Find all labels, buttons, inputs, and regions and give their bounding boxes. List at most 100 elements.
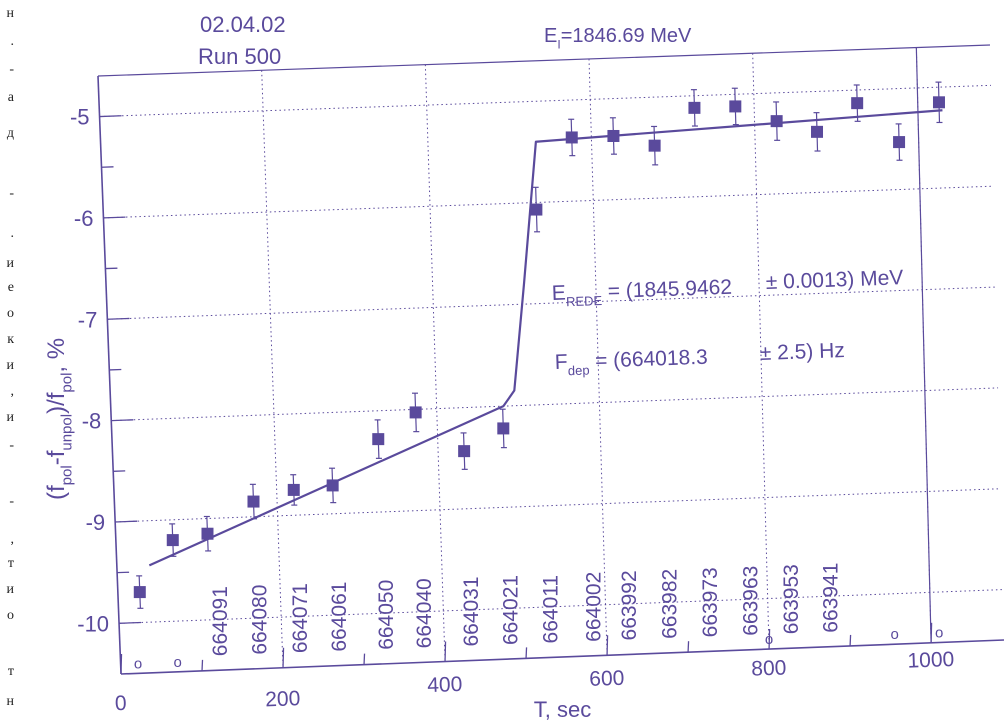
label-part: (f xyxy=(43,485,70,500)
frequency-label: 664040 xyxy=(413,578,436,648)
page-fragment-char: - xyxy=(9,494,14,509)
y-major-tick xyxy=(119,621,142,624)
data-point xyxy=(851,97,864,110)
y-tick-label: -7 xyxy=(78,307,98,332)
frequency-label: 663973 xyxy=(699,567,722,637)
bottom-marker: o xyxy=(890,626,898,643)
data-point xyxy=(247,495,260,508)
page-fragment-char: и xyxy=(6,358,15,373)
frequency-label: 664021 xyxy=(500,575,523,645)
y-axis-title: (fpol-funpol)/fpol, % xyxy=(43,338,76,500)
frequency-label: 664011 xyxy=(539,575,562,644)
page-fragment-char: о xyxy=(7,608,14,623)
data-point xyxy=(607,129,620,142)
data-point xyxy=(201,527,214,540)
page-fragment-char: - xyxy=(9,438,14,453)
x-major-tick xyxy=(768,629,771,650)
page-fragment-char: и xyxy=(6,410,15,425)
grid-line-x xyxy=(424,64,446,662)
page-fragment-char: и xyxy=(6,256,15,271)
y-major-tick xyxy=(103,216,126,219)
result-frequency-error: ± 2.5) Hz xyxy=(759,339,845,365)
y-tick-label: -6 xyxy=(74,206,94,231)
label-part: =1846.69 MeV xyxy=(561,25,692,47)
x-major-tick xyxy=(120,653,123,675)
frequency-label: 663982 xyxy=(658,569,681,639)
data-point xyxy=(409,406,422,419)
frequency-label: 664050 xyxy=(375,580,398,650)
label-part: = (664018.3 xyxy=(589,346,708,373)
grid-line-y xyxy=(99,84,991,118)
grid-line-y xyxy=(115,488,1001,523)
x-major-tick xyxy=(282,647,285,668)
grid-line-x xyxy=(261,70,284,668)
page-fragment-char: и xyxy=(6,582,15,597)
top-frame-line xyxy=(97,44,991,77)
data-point xyxy=(932,96,945,109)
page-fragment-char: д xyxy=(6,126,14,141)
page-fragment-char: т xyxy=(7,556,14,571)
y-tick-label: -5 xyxy=(70,105,90,130)
grid-line-y xyxy=(111,387,999,422)
label-part: , % xyxy=(43,338,70,373)
data-point xyxy=(688,101,701,114)
x-axis-line xyxy=(120,639,1004,675)
x-major-tick xyxy=(930,622,933,643)
page-fragment-char: н xyxy=(6,694,15,709)
x-major-tick xyxy=(606,635,609,656)
grid-line-x xyxy=(588,58,608,656)
bottom-marker: o xyxy=(935,624,943,641)
x-major-tick xyxy=(444,641,447,662)
page-fragment-char: - xyxy=(9,186,14,201)
x-minor-tick xyxy=(687,641,690,653)
x-tick-label: 400 xyxy=(427,673,463,697)
frequency-label: 664080 xyxy=(249,585,272,655)
x-tick-label: 200 xyxy=(265,687,301,711)
date-label: 02.04.02 xyxy=(200,12,286,37)
page-fragment-char: . xyxy=(10,34,15,49)
label-part: E xyxy=(544,25,557,47)
x-tick-label: 800 xyxy=(751,656,787,680)
bottom-marker: o xyxy=(174,654,182,671)
x-tick-label: 1000 xyxy=(907,648,954,673)
page-fragment-char: а xyxy=(7,90,14,105)
frequency-label: 664031 xyxy=(460,576,483,646)
x-tick-label: 600 xyxy=(589,667,625,691)
grid-line-x xyxy=(752,53,770,650)
page-fragment-char: - xyxy=(9,62,14,77)
data-point xyxy=(458,445,471,458)
x-minor-tick xyxy=(849,634,852,646)
data-point xyxy=(729,100,742,113)
data-point xyxy=(326,479,339,492)
frequency-label: 664002 xyxy=(582,572,605,642)
data-point xyxy=(372,433,385,446)
beam-energy-label: EI=1846.69 MeV xyxy=(544,25,692,51)
y-major-tick xyxy=(115,520,138,523)
result-frequency: Fdep = (664018.3 xyxy=(554,346,708,379)
page-fragment-char: к xyxy=(7,332,14,347)
page-fragment-char: , xyxy=(10,384,15,399)
label-subscript: pol xyxy=(59,465,76,485)
frequency-label: 663992 xyxy=(618,570,641,640)
x-minor-tick xyxy=(201,659,204,671)
page-fragment-char: е xyxy=(7,280,14,295)
label-part: -f xyxy=(43,450,70,465)
x-tick-label: 0 xyxy=(115,692,127,715)
bottom-marker: o xyxy=(765,631,773,648)
y-axis-line xyxy=(97,75,122,675)
frequency-label: 663941 xyxy=(820,563,843,633)
frequency-label: 664061 xyxy=(328,582,351,652)
run-label: Run 500 xyxy=(198,44,281,69)
label-subscript: dep xyxy=(568,363,590,379)
y-major-tick xyxy=(111,419,134,422)
x-minor-tick xyxy=(525,647,528,659)
data-point xyxy=(530,203,543,216)
label-part: = (1845.9462 xyxy=(601,276,732,304)
label-subscript: I xyxy=(557,37,560,51)
frequency-label: 663963 xyxy=(739,566,762,636)
label-subscript: REDE xyxy=(566,293,603,309)
data-point xyxy=(497,422,510,435)
bottom-marker: o xyxy=(134,655,142,672)
